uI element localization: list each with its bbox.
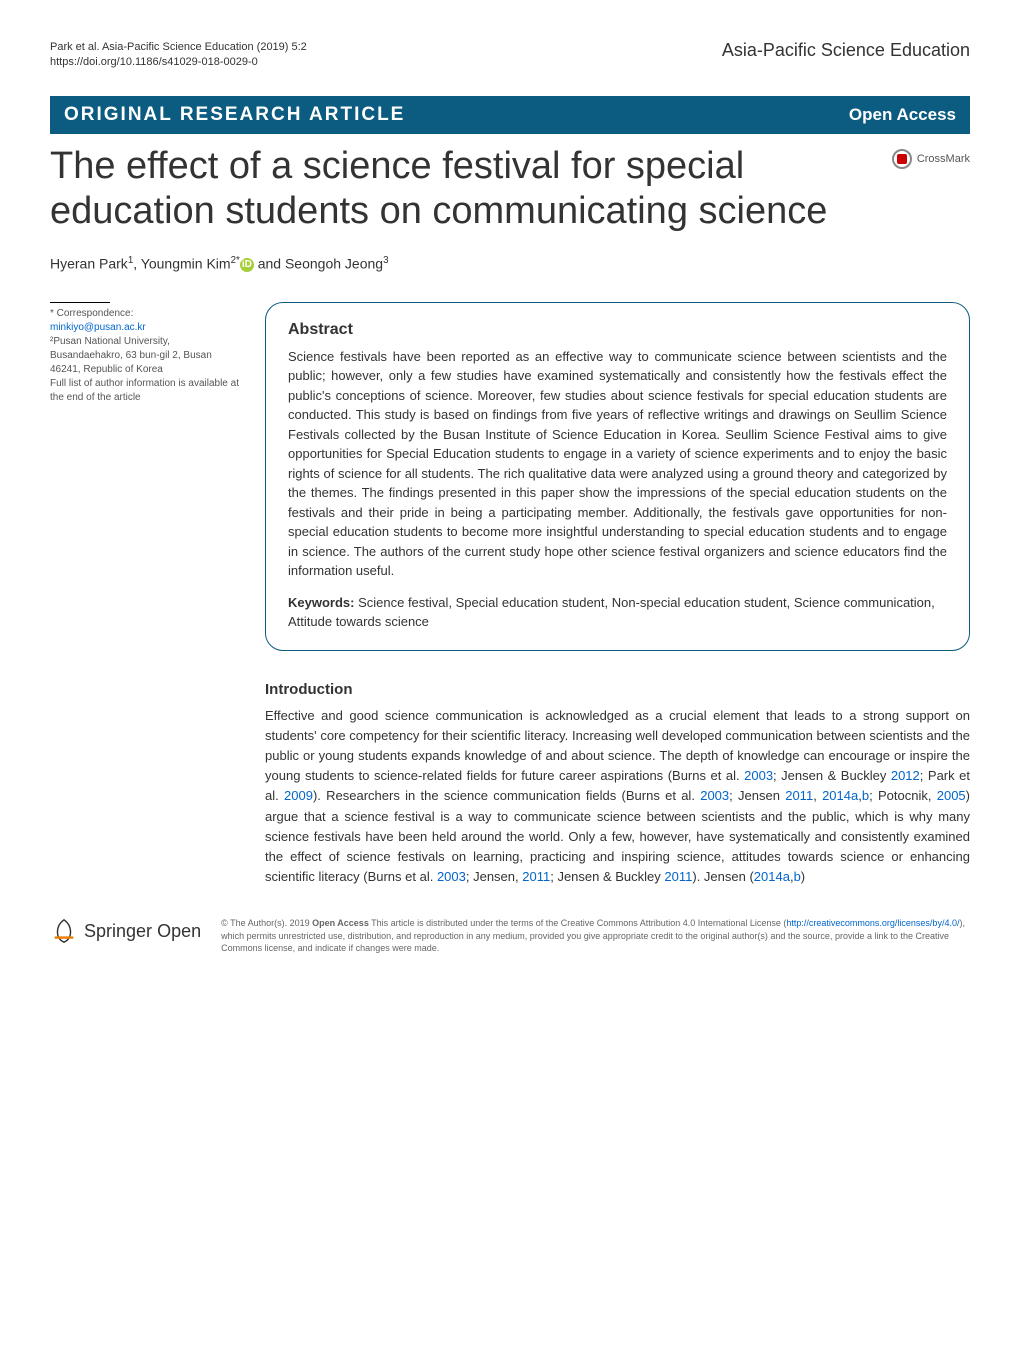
ref-link[interactable]: 2005 [937,788,966,803]
article-title: The effect of a science festival for spe… [50,144,970,235]
crossmark-badge[interactable]: CrossMark [892,149,970,169]
author-3: Seongoh Jeong [285,256,383,272]
correspondence-label: * Correspondence: [50,307,240,321]
license-text: © The Author(s). 2019 Open Access This a… [221,917,970,955]
introduction-section: Introduction Effective and good science … [265,681,970,887]
author-3-sup: 3 [383,255,388,266]
crossmark-icon [892,149,912,169]
ref-link[interactable]: 2003 [744,768,773,783]
crossmark-label: CrossMark [917,153,970,165]
article-type-bar: ORIGINAL RESEARCH ARTICLE Open Access [50,96,970,134]
article-type-label: ORIGINAL RESEARCH ARTICLE [64,104,405,126]
citation: Park et al. Asia-Pacific Science Educati… [50,40,307,71]
ref-link[interactable]: 2011 [785,788,813,803]
abstract-text: Science festivals have been reported as … [288,347,947,581]
ref-link[interactable]: 2011 [522,869,550,884]
ref-link[interactable]: 2003 [437,869,466,884]
orcid-icon[interactable]: iD [240,258,254,272]
ref-link[interactable]: 2009 [284,788,313,803]
license-link[interactable]: http://creativecommons.org/licenses/by/4… [786,918,959,928]
open-access-bold: Open Access [312,918,369,928]
ref-link[interactable]: 2012 [891,768,920,783]
ref-link[interactable]: b [862,788,869,803]
springer-open-logo: Springer Open [50,917,201,945]
introduction-heading: Introduction [265,681,970,698]
correspondence-affiliation: ²Pusan National University, Busandaehakr… [50,335,240,377]
author-2-sup: 2* [231,255,240,266]
ref-link[interactable]: b [794,869,801,884]
springer-icon [50,917,78,945]
ref-link[interactable]: 2014a [754,869,790,884]
keywords-label: Keywords: [288,595,354,610]
introduction-paragraph: Effective and good science communication… [265,706,970,887]
keywords-text: Science festival, Special education stud… [288,595,935,630]
journal-name: Asia-Pacific Science Education [722,40,970,61]
ref-link[interactable]: 2011 [664,869,692,884]
doi-line: https://doi.org/10.1186/s41029-018-0029-… [50,55,307,70]
author-1: Hyeran Park [50,256,128,272]
citation-line-1: Park et al. Asia-Pacific Science Educati… [50,40,307,55]
authors: Hyeran Park1, Youngmin Kim2*iD and Seong… [50,255,970,272]
springer-open-text: Open [157,921,201,941]
abstract-heading: Abstract [288,321,947,339]
header: Park et al. Asia-Pacific Science Educati… [50,40,970,71]
springer-text: Springer [84,921,152,941]
correspondence-email[interactable]: minkiyo@pusan.ac.kr [50,321,240,335]
footer: Springer Open © The Author(s). 2019 Open… [50,917,970,955]
correspondence-block: * Correspondence: minkiyo@pusan.ac.kr ²P… [50,302,240,651]
ref-link[interactable]: 2003 [700,788,729,803]
abstract-box: Abstract Science festivals have been rep… [265,302,970,651]
open-access-label: Open Access [849,105,956,125]
correspondence-note: Full list of author information is avail… [50,377,240,405]
ref-link[interactable]: 2014a [822,788,858,803]
author-2: Youngmin Kim [141,256,231,272]
keywords: Keywords: Science festival, Special educ… [288,593,947,632]
